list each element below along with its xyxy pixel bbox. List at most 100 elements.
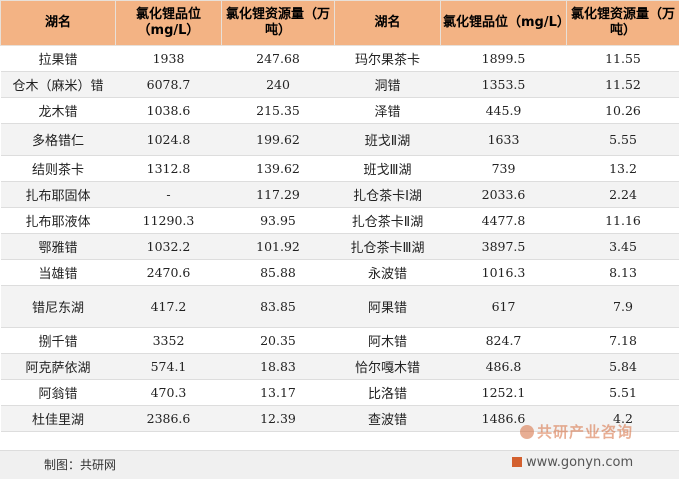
cell-lake-name-left: 结则茶卡 xyxy=(1,156,116,182)
cell-lake-name-left: 杜佳里湖 xyxy=(1,406,116,432)
cell-grade-right: 739 xyxy=(441,156,567,182)
cell-resource-right: 7.18 xyxy=(567,328,679,354)
header-grade-right: 氯化锂品位（mg/L） xyxy=(441,1,567,46)
cell-grade-right: 617 xyxy=(441,286,567,328)
cell-lake-name-right: 恰尔嘎木错 xyxy=(335,354,441,380)
table-header-row: 湖名 氯化锂品位（mg/L） 氯化锂资源量（万吨） 湖名 氯化锂品位（mg/L）… xyxy=(1,1,679,46)
cell-resource-right: 10.26 xyxy=(567,98,679,124)
cell-grade-right: 1353.5 xyxy=(441,72,567,98)
cell-resource-left: 18.83 xyxy=(222,354,335,380)
cell-grade-left: - xyxy=(116,182,222,208)
cell-lake-name-right: 阿木错 xyxy=(335,328,441,354)
cell-resource-right: 5.84 xyxy=(567,354,679,380)
cell-grade-left: 574.1 xyxy=(116,354,222,380)
cell-grade-left: 1024.8 xyxy=(116,124,222,156)
cell-resource-left: 93.95 xyxy=(222,208,335,234)
cell-grade-right: 2033.6 xyxy=(441,182,567,208)
cell-lake-name-left: 鄂雅错 xyxy=(1,234,116,260)
cell-resource-right: 7.9 xyxy=(567,286,679,328)
cell-lake-name-left: 龙木错 xyxy=(1,98,116,124)
cell-resource-right: 11.16 xyxy=(567,208,679,234)
cell-grade-left: 1312.8 xyxy=(116,156,222,182)
header-resource-right: 氯化锂资源量（万吨） xyxy=(567,1,679,46)
cell-grade-left: 417.2 xyxy=(116,286,222,328)
header-lake-name-right: 湖名 xyxy=(335,1,441,46)
watermark: 共研产业咨询 xyxy=(520,421,633,442)
site-logo-icon xyxy=(512,457,522,467)
cell-lake-name-left: 捌千错 xyxy=(1,328,116,354)
cell-resource-right: 11.52 xyxy=(567,72,679,98)
cell-resource-right: 11.55 xyxy=(567,46,679,72)
cell-lake-name-left: 多格错仁 xyxy=(1,124,116,156)
cell-grade-right: 1016.3 xyxy=(441,260,567,286)
cell-lake-name-left: 错尼东湖 xyxy=(1,286,116,328)
cell-lake-name-right: 班戈Ⅲ湖 xyxy=(335,156,441,182)
cell-lake-name-right: 扎仓茶卡Ⅲ湖 xyxy=(335,234,441,260)
cell-lake-name-right: 泽错 xyxy=(335,98,441,124)
cell-lake-name-right: 阿果错 xyxy=(335,286,441,328)
cell-grade-left: 1038.6 xyxy=(116,98,222,124)
cell-resource-right: 5.51 xyxy=(567,380,679,406)
cell-lake-name-left: 阿翁错 xyxy=(1,380,116,406)
cell-grade-left: 6078.7 xyxy=(116,72,222,98)
cell-lake-name-right: 班戈Ⅱ湖 xyxy=(335,124,441,156)
footer-source-label: 制图：共研网 xyxy=(44,456,116,473)
cell-grade-right: 1633 xyxy=(441,124,567,156)
cell-resource-left: 117.29 xyxy=(222,182,335,208)
site-url-text: www.gonyn.com xyxy=(526,455,633,470)
watermark-logo-icon xyxy=(520,425,534,439)
cell-grade-right: 824.7 xyxy=(441,328,567,354)
header-resource-left: 氯化锂资源量（万吨） xyxy=(222,1,335,46)
cell-resource-left: 13.17 xyxy=(222,380,335,406)
cell-grade-right: 445.9 xyxy=(441,98,567,124)
cell-resource-left: 85.88 xyxy=(222,260,335,286)
cell-grade-right: 3897.5 xyxy=(441,234,567,260)
cell-lake-name-left: 阿克萨依湖 xyxy=(1,354,116,380)
cell-grade-right: 4477.8 xyxy=(441,208,567,234)
cell-resource-right: 13.2 xyxy=(567,156,679,182)
cell-resource-left: 215.35 xyxy=(222,98,335,124)
cell-lake-name-left: 仓木（麻米）错 xyxy=(1,72,116,98)
site-url: www.gonyn.com xyxy=(512,455,633,470)
cell-grade-right: 1899.5 xyxy=(441,46,567,72)
header-lake-name-left: 湖名 xyxy=(1,1,116,46)
cell-lake-name-left: 拉果错 xyxy=(1,46,116,72)
cell-resource-left: 12.39 xyxy=(222,406,335,432)
cell-lake-name-right: 扎仓茶卡Ⅰ湖 xyxy=(335,182,441,208)
cell-resource-left: 240 xyxy=(222,72,335,98)
cell-lake-name-left: 当雄错 xyxy=(1,260,116,286)
cell-resource-left: 20.35 xyxy=(222,328,335,354)
cell-resource-left: 139.62 xyxy=(222,156,335,182)
cell-lake-name-right: 扎仓茶卡Ⅱ湖 xyxy=(335,208,441,234)
cell-resource-left: 199.62 xyxy=(222,124,335,156)
cell-grade-left: 1032.2 xyxy=(116,234,222,260)
cell-grade-left: 470.3 xyxy=(116,380,222,406)
cell-resource-right: 3.45 xyxy=(567,234,679,260)
cell-grade-left: 2470.6 xyxy=(116,260,222,286)
cell-grade-left: 11290.3 xyxy=(116,208,222,234)
cell-resource-left: 101.92 xyxy=(222,234,335,260)
cell-grade-left: 3352 xyxy=(116,328,222,354)
watermark-text: 共研产业咨询 xyxy=(537,423,633,441)
cell-grade-left: 1938 xyxy=(116,46,222,72)
cell-lake-name-left: 扎布耶液体 xyxy=(1,208,116,234)
cell-lake-name-right: 玛尔果茶卡 xyxy=(335,46,441,72)
cell-lake-name-right: 查波错 xyxy=(335,406,441,432)
cell-resource-right: 2.24 xyxy=(567,182,679,208)
cell-lake-name-right: 永波错 xyxy=(335,260,441,286)
cell-resource-left: 83.85 xyxy=(222,286,335,328)
